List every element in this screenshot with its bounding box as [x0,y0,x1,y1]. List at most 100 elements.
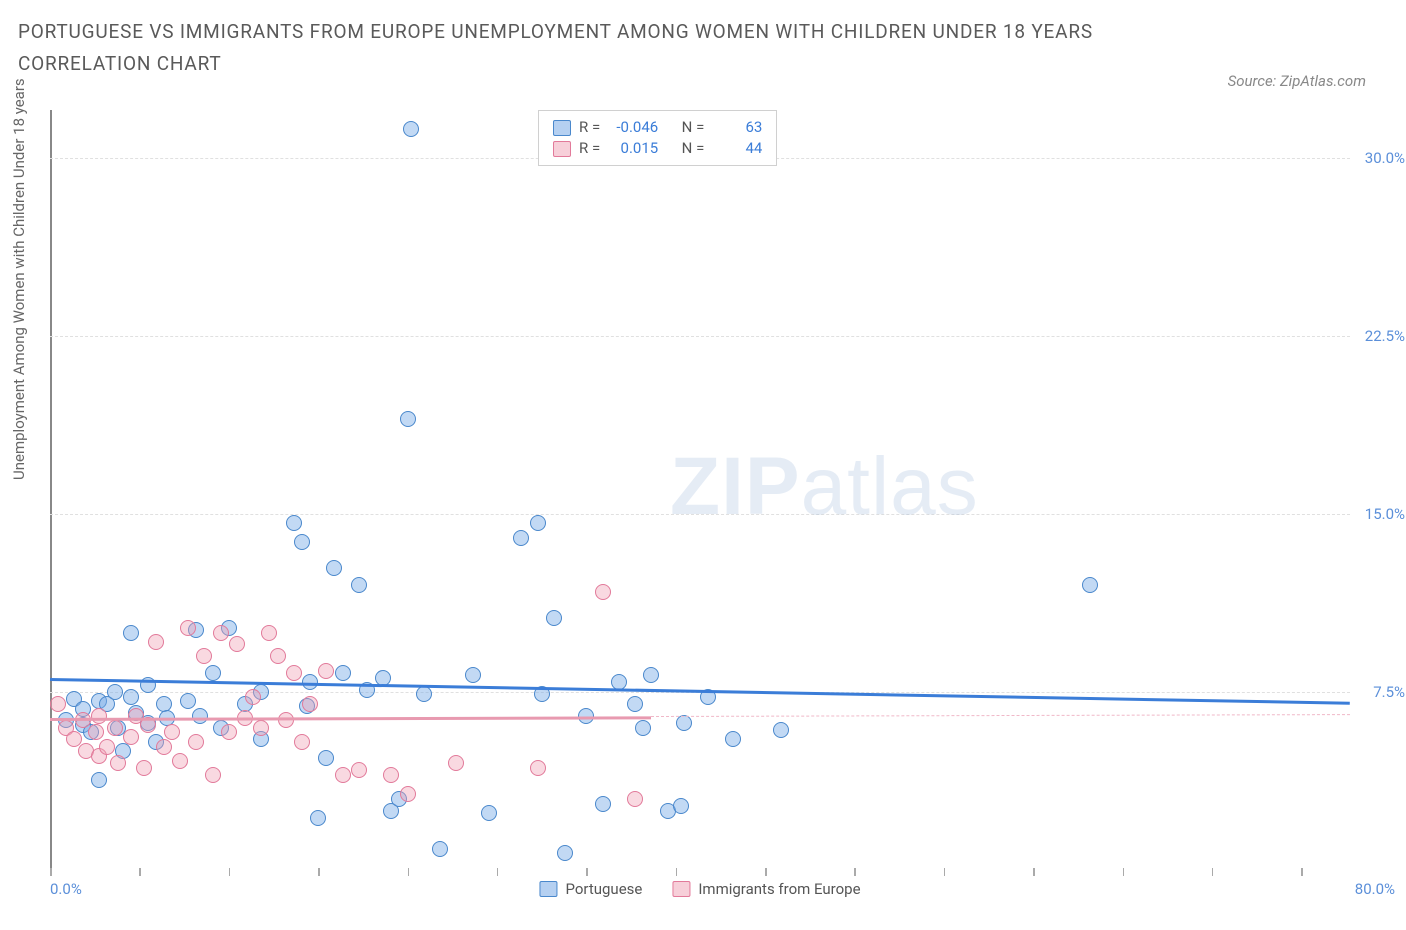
scatter-point-pink [107,720,123,736]
scatter-point-pink [351,762,367,778]
x-tick-mark [676,868,678,876]
swatch-blue [553,120,571,136]
y-axis-line [50,110,52,870]
scatter-point-blue [465,667,481,683]
scatter-point-blue [513,530,529,546]
scatter-point-blue [643,667,659,683]
scatter-point-blue [1082,577,1098,593]
scatter-point-blue [351,577,367,593]
scatter-point-blue [403,121,419,137]
legend-r-value: -0.046 [608,117,658,138]
scatter-point-blue [635,720,651,736]
scatter-point-pink [88,724,104,740]
watermark: ZIPatlas [670,440,979,534]
scatter-point-pink [627,791,643,807]
scatter-point-pink [164,724,180,740]
scatter-point-blue [335,665,351,681]
x-tick-mark [586,868,588,876]
x-tick-mark [50,868,52,876]
scatter-point-pink [318,663,334,679]
scatter-point-blue [773,722,789,738]
scatter-point-pink [335,767,351,783]
legend-row-portuguese: R = -0.046 N = 63 [553,117,762,138]
scatter-point-blue [192,708,208,724]
scatter-point-blue [326,560,342,576]
legend-r-label: R = [579,117,600,138]
source-attribution: Source: ZipAtlas.com [1228,72,1366,90]
legend-n-value: 63 [712,117,762,138]
legend-row-immigrants: R = 0.015 N = 44 [553,138,762,159]
scatter-point-blue [91,772,107,788]
legend-r-label: R = [579,138,600,159]
y-tick-label: 7.5% [1373,683,1405,701]
scatter-point-pink [270,648,286,664]
legend-n-value: 44 [712,138,762,159]
scatter-point-blue [400,411,416,427]
chart-plot-area: 7.5%15.0%22.5%30.0% R = -0.046 N = 63 R … [50,110,1350,870]
scatter-point-pink [302,696,318,712]
swatch-pink [553,141,571,157]
scatter-point-blue [725,731,741,747]
grid-line [50,514,1350,515]
scatter-point-pink [253,720,269,736]
scatter-point-pink [278,712,294,728]
scatter-point-pink [595,584,611,600]
y-tick-label: 22.5% [1365,327,1405,345]
x-tick-mark [408,868,410,876]
x-tick-mark [1212,868,1214,876]
scatter-point-pink [180,620,196,636]
scatter-point-blue [205,665,221,681]
scatter-point-pink [50,696,66,712]
legend-n-label: N = [682,138,705,159]
x-axis-max-label: 80.0% [1355,880,1395,898]
y-tick-label: 30.0% [1365,149,1405,167]
scatter-point-blue [546,610,562,626]
x-tick-mark [765,868,767,876]
scatter-point-pink [123,729,139,745]
scatter-point-blue [310,810,326,826]
scatter-point-blue [432,841,448,857]
scatter-point-blue [673,798,689,814]
scatter-point-pink [156,739,172,755]
legend-item-immigrants: Immigrants from Europe [672,880,860,898]
y-axis-label: Unemployment Among Women with Children U… [10,78,28,480]
scatter-point-pink [383,767,399,783]
scatter-point-pink [205,767,221,783]
scatter-point-blue [123,625,139,641]
legend-r-value: 0.015 [608,138,658,159]
x-tick-mark [854,868,856,876]
scatter-point-pink [448,755,464,771]
scatter-point-blue [286,515,302,531]
trend-line-pink-dashed [651,714,1350,717]
scatter-point-blue [627,696,643,712]
x-tick-mark [1123,868,1125,876]
swatch-pink [672,881,690,897]
scatter-point-pink [261,625,277,641]
scatter-point-blue [107,684,123,700]
x-axis-min-label: 0.0% [50,880,82,898]
legend-label: Portuguese [565,880,642,898]
scatter-point-pink [400,786,416,802]
scatter-point-blue [530,515,546,531]
legend-item-portuguese: Portuguese [539,880,642,898]
scatter-point-pink [245,689,261,705]
swatch-blue [539,881,557,897]
chart-title: PORTUGUESE VS IMMIGRANTS FROM EUROPE UNE… [18,16,1118,81]
series-legend: Portuguese Immigrants from Europe [539,880,860,898]
scatter-point-pink [148,634,164,650]
scatter-point-pink [286,665,302,681]
scatter-point-pink [99,739,115,755]
scatter-point-pink [196,648,212,664]
scatter-point-pink [91,708,107,724]
scatter-point-pink [229,636,245,652]
scatter-point-pink [221,724,237,740]
scatter-point-blue [294,534,310,550]
grid-line [50,336,1350,337]
scatter-point-blue [557,845,573,861]
x-tick-mark [497,868,499,876]
scatter-point-pink [530,760,546,776]
scatter-point-blue [123,689,139,705]
scatter-point-pink [213,625,229,641]
x-tick-mark [944,868,946,876]
scatter-point-blue [481,805,497,821]
